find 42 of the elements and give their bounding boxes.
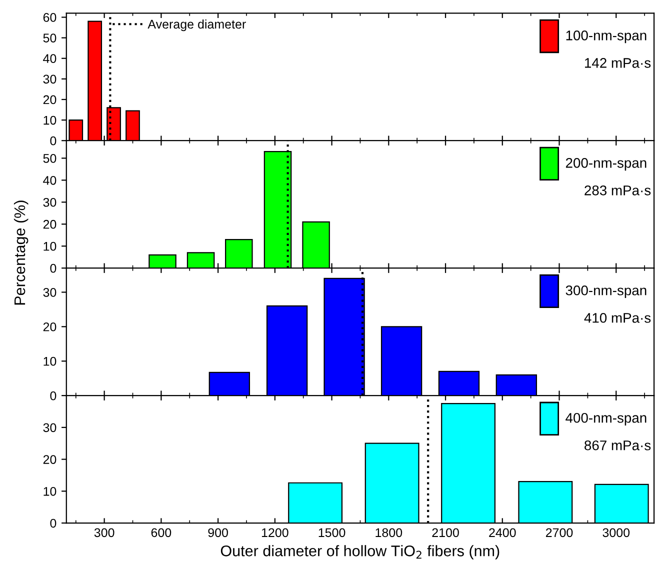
legend-label: 400-nm-span — [566, 412, 646, 426]
annotation: 410 mPa·s — [584, 312, 651, 323]
legend-label: 300-nm-span — [566, 285, 646, 298]
y-tick-label: 0 — [50, 136, 56, 146]
y-tick-label: 10 — [44, 242, 56, 251]
x-tick-label: 600 — [151, 528, 172, 538]
y-tick-label: 0 — [50, 518, 56, 528]
ref-line-label: Average diameter — [148, 19, 246, 32]
annotation: 283 mPa·s — [584, 185, 651, 196]
x-tick-label: 2100 — [432, 528, 459, 538]
y-tick-label: 40 — [43, 176, 56, 185]
y-tick-label: 10 — [44, 356, 56, 366]
x-axis-title: Outer diameter of hollow TiO$_{2}$ fibers (nm) — [220, 545, 500, 560]
y-tick-label: 20 — [43, 220, 56, 229]
x-tick-label: 1200 — [262, 528, 288, 538]
y-tick-label: 20 — [43, 322, 56, 332]
y-tick-label: 50 — [43, 34, 56, 42]
y-tick-label: 30 — [43, 288, 56, 297]
y-axis-title: Percentage (%) — [14, 200, 28, 305]
y-tick-label: 20 — [43, 95, 56, 104]
x-tick-label: 300 — [94, 528, 114, 538]
y-tick-label: 10 — [44, 116, 56, 125]
x-tick-label: 1800 — [376, 528, 402, 538]
annotation: 142 mPa·s — [585, 58, 651, 68]
y-tick-label: 0 — [50, 391, 56, 400]
x-tick-label: 1500 — [318, 528, 346, 538]
y-tick-label: 60 — [43, 13, 56, 22]
legend-label: 200-nm-span — [566, 158, 646, 171]
legend-label: 100-nm-span — [566, 30, 646, 44]
y-tick-label: 50 — [43, 154, 56, 163]
y-tick-label: 10 — [44, 486, 56, 496]
x-tick-label: 2700 — [546, 528, 573, 538]
annotation: 867 mPa·s — [584, 440, 651, 450]
y-tick-label: 30 — [43, 74, 56, 84]
y-tick-label: 0 — [50, 264, 56, 273]
x-tick-label: 2400 — [489, 528, 516, 538]
y-tick-label: 30 — [43, 198, 56, 207]
x-tick-label: 900 — [208, 528, 228, 538]
y-tick-label: 40 — [43, 54, 56, 64]
y-tick-label: 30 — [43, 423, 56, 432]
y-tick-label: 20 — [43, 455, 56, 464]
x-tick-label: 3000 — [602, 528, 630, 538]
